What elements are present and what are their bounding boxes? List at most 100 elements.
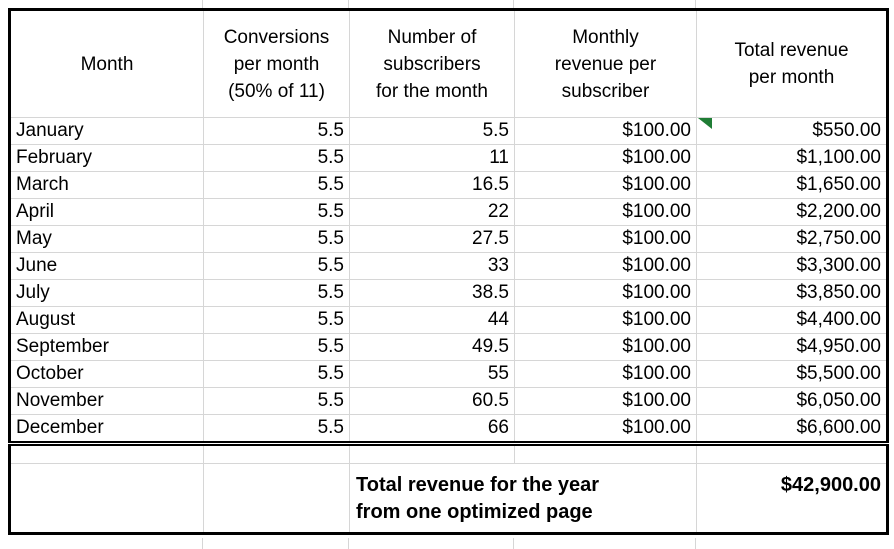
total-revenue-label-line1: Total revenue for the year xyxy=(356,474,600,496)
cell-revenue_per_subscriber[interactable]: $100.00 xyxy=(514,171,697,199)
cell-subscribers[interactable]: 38.5 xyxy=(349,279,515,307)
cell-total_revenue[interactable]: $550.00 xyxy=(696,117,888,145)
cell-conversions[interactable]: 5.5 xyxy=(203,117,350,145)
cell-month[interactable]: June xyxy=(9,252,204,280)
cell-month[interactable]: April xyxy=(9,198,204,226)
cell-month[interactable]: May xyxy=(9,225,204,253)
cell-conversions[interactable]: 5.5 xyxy=(203,306,350,334)
cell-text: 5.5 xyxy=(317,120,344,141)
cell-month[interactable]: August xyxy=(9,306,204,334)
cell-month[interactable]: March xyxy=(9,171,204,199)
gridline-stub xyxy=(513,538,514,549)
total-revenue-label-cell[interactable]: Total revenue for the year from one opti… xyxy=(349,463,697,534)
cell-text: $100.00 xyxy=(622,363,691,384)
cell-revenue_per_subscriber[interactable]: $100.00 xyxy=(514,117,697,145)
cell-text: $100.00 xyxy=(622,282,691,303)
cell-text: 5.5 xyxy=(482,120,509,141)
cell-subscribers[interactable]: 60.5 xyxy=(349,387,515,415)
cell-total_revenue[interactable]: $2,200.00 xyxy=(696,198,888,226)
cell-conversions[interactable]: 5.5 xyxy=(203,171,350,199)
cell-total_revenue[interactable]: $1,100.00 xyxy=(696,144,888,172)
column-header-text: Month xyxy=(80,53,134,75)
month-row-may: May 5.5 27.5 $100.00 $2,750.00 xyxy=(9,225,888,253)
empty-cell[interactable] xyxy=(514,443,697,464)
cell-text: $100.00 xyxy=(622,174,691,195)
cell-text: $6,050.00 xyxy=(796,390,881,411)
cell-text: 55 xyxy=(487,363,509,384)
cell-revenue_per_subscriber[interactable]: $100.00 xyxy=(514,279,697,307)
cell-month[interactable]: January xyxy=(9,117,204,145)
cell-revenue_per_subscriber[interactable]: $100.00 xyxy=(514,387,697,415)
column-header-subscribers[interactable]: Number of subscribers for the month xyxy=(349,9,515,118)
cell-text: May xyxy=(16,228,52,249)
cell-subscribers[interactable]: 49.5 xyxy=(349,333,515,361)
cell-revenue_per_subscriber[interactable]: $100.00 xyxy=(514,252,697,280)
cell-month[interactable]: November xyxy=(9,387,204,415)
cell-revenue_per_subscriber[interactable]: $100.00 xyxy=(514,306,697,334)
cell-month[interactable]: December xyxy=(9,414,204,446)
total-revenue-value-cell[interactable]: $42,900.00 xyxy=(696,463,888,534)
cell-total_revenue[interactable]: $2,750.00 xyxy=(696,225,888,253)
month-row-december: December 5.5 66 $100.00 $6,600.00 xyxy=(9,414,888,446)
cell-text: $100.00 xyxy=(622,228,691,249)
cell-subscribers[interactable]: 16.5 xyxy=(349,171,515,199)
cell-month[interactable]: September xyxy=(9,333,204,361)
cell-text: $550.00 xyxy=(812,120,881,141)
column-header-revenue_per_subscriber[interactable]: Monthly revenue per subscriber xyxy=(514,9,697,118)
cell-conversions[interactable]: 5.5 xyxy=(203,198,350,226)
cell-total_revenue[interactable]: $1,650.00 xyxy=(696,171,888,199)
column-header-total_revenue[interactable]: Total revenue per month xyxy=(696,9,888,118)
cell-text: December xyxy=(16,417,104,438)
column-header-conversions[interactable]: Conversions per month (50% of 11) xyxy=(203,9,350,118)
cell-conversions[interactable]: 5.5 xyxy=(203,360,350,388)
cell-text: 16.5 xyxy=(472,174,509,195)
cell-total_revenue[interactable]: $5,500.00 xyxy=(696,360,888,388)
cell-revenue_per_subscriber[interactable]: $100.00 xyxy=(514,225,697,253)
cell-month[interactable]: October xyxy=(9,360,204,388)
cell-subscribers[interactable]: 27.5 xyxy=(349,225,515,253)
cell-subscribers[interactable]: 5.5 xyxy=(349,117,515,145)
cell-conversions[interactable]: 5.5 xyxy=(203,279,350,307)
cell-conversions[interactable]: 5.5 xyxy=(203,333,350,361)
cell-subscribers[interactable]: 11 xyxy=(349,144,515,172)
cell-text: 5.5 xyxy=(317,282,344,303)
cell-total_revenue[interactable]: $6,050.00 xyxy=(696,387,888,415)
cell-total_revenue[interactable]: $4,400.00 xyxy=(696,306,888,334)
cell-conversions[interactable]: 5.5 xyxy=(203,225,350,253)
column-header-text: Conversions xyxy=(223,26,330,48)
empty-cell[interactable] xyxy=(349,443,515,464)
cell-subscribers[interactable]: 33 xyxy=(349,252,515,280)
empty-cell[interactable] xyxy=(203,443,350,464)
cell-revenue_per_subscriber[interactable]: $100.00 xyxy=(514,360,697,388)
cell-text: $1,100.00 xyxy=(796,147,881,168)
cell-text: 5.5 xyxy=(317,255,344,276)
cell-text: $100.00 xyxy=(622,417,691,438)
cell-month[interactable]: July xyxy=(9,279,204,307)
cell-subscribers[interactable]: 22 xyxy=(349,198,515,226)
empty-cell[interactable] xyxy=(9,443,204,464)
cell-conversions[interactable]: 5.5 xyxy=(203,144,350,172)
cell-text: 5.5 xyxy=(317,309,344,330)
empty-cell[interactable] xyxy=(9,463,204,534)
cell-conversions[interactable]: 5.5 xyxy=(203,414,350,446)
cell-text: June xyxy=(16,255,58,276)
cell-total_revenue[interactable]: $6,600.00 xyxy=(696,414,888,446)
cell-subscribers[interactable]: 44 xyxy=(349,306,515,334)
empty-cell[interactable] xyxy=(696,443,888,464)
cell-total_revenue[interactable]: $4,950.00 xyxy=(696,333,888,361)
cell-month[interactable]: February xyxy=(9,144,204,172)
cell-subscribers[interactable]: 66 xyxy=(349,414,515,446)
cell-total_revenue[interactable]: $3,300.00 xyxy=(696,252,888,280)
cell-text: 5.5 xyxy=(317,174,344,195)
cell-conversions[interactable]: 5.5 xyxy=(203,387,350,415)
cell-revenue_per_subscriber[interactable]: $100.00 xyxy=(514,414,697,446)
cell-subscribers[interactable]: 55 xyxy=(349,360,515,388)
cell-conversions[interactable]: 5.5 xyxy=(203,252,350,280)
column-header-month[interactable]: Month xyxy=(9,9,204,118)
empty-cell[interactable] xyxy=(203,463,350,534)
cell-revenue_per_subscriber[interactable]: $100.00 xyxy=(514,333,697,361)
cell-revenue_per_subscriber[interactable]: $100.00 xyxy=(514,144,697,172)
cell-revenue_per_subscriber[interactable]: $100.00 xyxy=(514,198,697,226)
cell-total_revenue[interactable]: $3,850.00 xyxy=(696,279,888,307)
cell-text: 33 xyxy=(487,255,509,276)
